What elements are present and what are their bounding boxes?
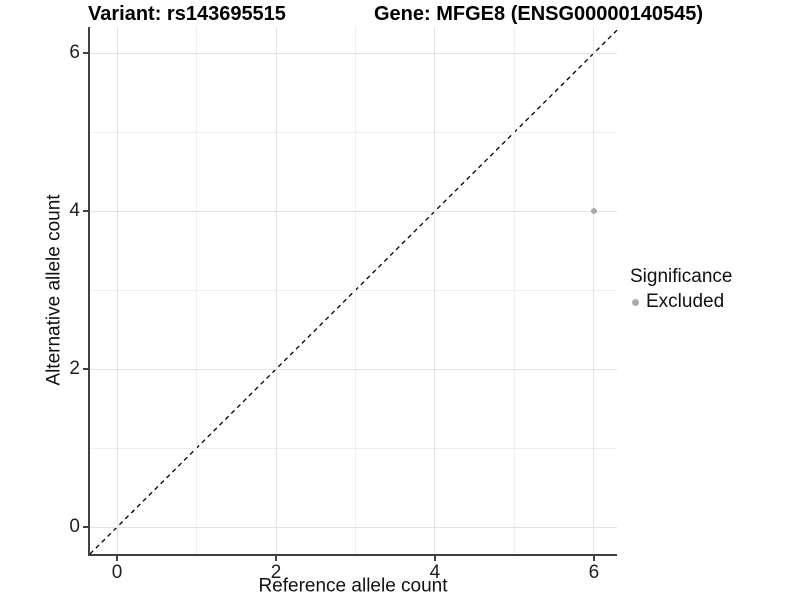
identity-line [89, 29, 618, 555]
x-tick-label: 2 [270, 562, 282, 583]
gridline-x-major [593, 27, 595, 554]
gridline-y-minor [90, 289, 617, 291]
x-axis-title: Reference allele count [258, 575, 448, 597]
x-tick-label: 6 [588, 562, 600, 583]
y-tick-label: 4 [69, 200, 80, 222]
x-tick-label: 0 [111, 562, 123, 583]
gridline-x-major [434, 27, 436, 554]
gridline-y-minor [90, 131, 617, 133]
x-tick-mark [116, 556, 118, 561]
variant-title: Variant: rs143695515 [88, 3, 286, 25]
y-tick-mark [83, 526, 88, 528]
x-tick-mark [593, 556, 595, 561]
gridline-x-major [116, 27, 118, 554]
y-tick-label: 0 [69, 516, 80, 538]
legend: Significance Excluded [630, 265, 732, 313]
gridline-x-major [275, 27, 277, 554]
y-tick-label: 6 [69, 42, 80, 64]
legend-item: Excluded [630, 291, 732, 313]
data-point [590, 208, 597, 215]
y-tick-label: 2 [69, 358, 80, 380]
gridline-y-major [90, 368, 617, 370]
plot-panel [88, 27, 618, 556]
gridline-y-major [90, 526, 617, 528]
x-tick-label: 4 [429, 562, 441, 583]
y-tick-mark [83, 368, 88, 370]
legend-item-label: Excluded [646, 291, 725, 312]
gene-title: Gene: MFGE8 (ENSG00000140545) [374, 3, 704, 25]
gridline-y-minor [90, 447, 617, 449]
x-tick-mark [434, 556, 436, 561]
y-tick-mark [83, 52, 88, 54]
gridline-y-major [90, 52, 617, 54]
legend-title: Significance [630, 266, 733, 287]
y-axis-title: Alternative allele count [43, 194, 65, 386]
y-tick-mark [83, 210, 88, 212]
gridline-y-major [90, 210, 617, 212]
x-tick-mark [275, 556, 277, 561]
legend-key-dot-icon [632, 298, 639, 306]
